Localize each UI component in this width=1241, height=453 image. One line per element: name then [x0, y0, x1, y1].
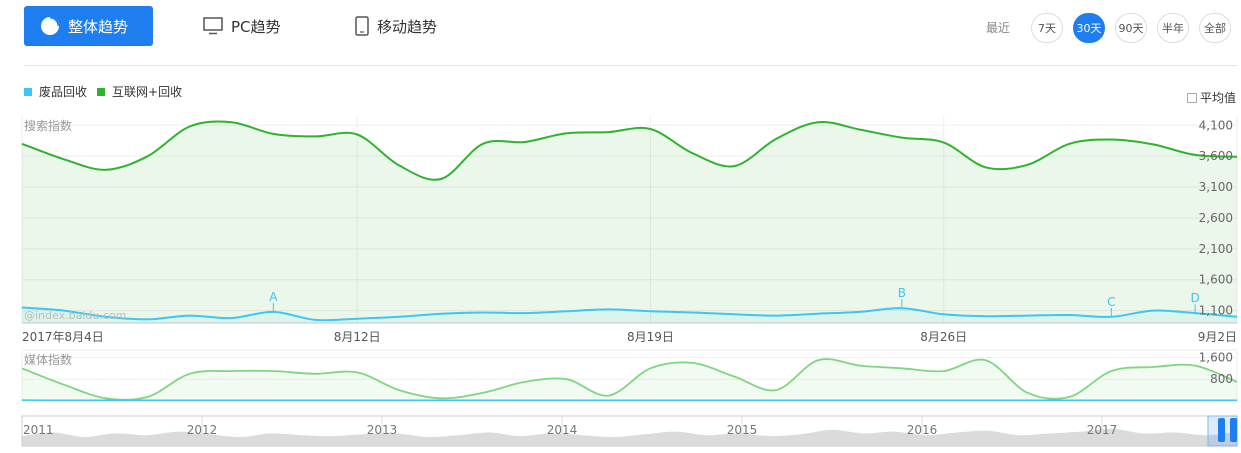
media-y-tick-label: 1,600	[1199, 350, 1233, 364]
x-tick-label: 2017年8月4日	[22, 330, 104, 344]
navigator-area	[22, 428, 1237, 446]
search-index-chart: 1,100 1,600 2,100 2,600 3,100 3,600 4,100 2017…	[21, 116, 1238, 447]
y-tick-label: 2,600	[1199, 211, 1233, 225]
navigator-handle[interactable]	[1218, 418, 1225, 442]
series-line-waste-recycle[interactable]	[21, 306, 1238, 322]
media-line-internet-recycle	[21, 358, 1238, 401]
legend-label: 废品回收	[39, 85, 88, 99]
navigator-year-label: 2011	[23, 423, 54, 437]
navigator-handle[interactable]	[1230, 418, 1237, 442]
navigator-year-label: 2015	[727, 423, 758, 437]
navigator-year-label: 2016	[907, 423, 938, 437]
series-area-waste-recycle	[22, 307, 1237, 323]
navigator-year-label: 2014	[547, 423, 578, 437]
annotation-label[interactable]: B	[898, 286, 906, 300]
tab-pc[interactable]: PC趋势	[203, 6, 281, 46]
series-area-internet-recycle	[22, 121, 1237, 323]
legend-swatch	[24, 87, 32, 96]
x-tick-label: 8月26日	[920, 330, 967, 344]
range-all-button[interactable]: 全部	[1199, 13, 1231, 43]
annotation-label[interactable]: D	[1190, 291, 1199, 305]
monitor-icon	[203, 17, 223, 35]
y-tick-label: 1,600	[1199, 273, 1233, 287]
annotation-label[interactable]: C	[1107, 295, 1115, 309]
x-tick-label: 9月2日	[1198, 330, 1237, 344]
media-y-tick-label: 800	[1210, 372, 1233, 386]
legend: 废品回收 互联网+回收	[24, 83, 192, 100]
x-tick-label: 8月19日	[627, 330, 674, 344]
average-toggle[interactable]: 平均值	[1187, 89, 1236, 106]
tab-overall[interactable]: 整体趋势	[24, 6, 153, 46]
range-label: 最近	[986, 21, 1011, 35]
media-area-internet-recycle	[22, 359, 1237, 401]
main-plot-bg	[22, 116, 1237, 323]
tab-mobile[interactable]: 移动趋势	[355, 6, 437, 46]
tab-overall-label: 整体趋势	[68, 17, 129, 36]
series-line-internet-recycle[interactable]	[21, 120, 1238, 181]
phone-icon	[355, 16, 369, 36]
y-tick-label: 4,100	[1199, 118, 1233, 132]
watermark: @index.baidu.com	[24, 309, 126, 322]
y-tick-label: 2,100	[1199, 242, 1233, 256]
tab-mobile-label: 移动趋势	[377, 17, 438, 36]
tab-pc-label: PC趋势	[231, 17, 281, 36]
divider	[24, 65, 1237, 66]
navigator-year-label: 2017	[1087, 423, 1118, 437]
range-half-year-button[interactable]: 半年	[1157, 13, 1189, 43]
annotation-label[interactable]: A	[269, 290, 278, 304]
pie-chart-icon	[41, 17, 59, 35]
range-7d-button[interactable]: 7天	[1031, 13, 1063, 43]
navigator-year-label: 2012	[187, 423, 218, 437]
legend-swatch	[97, 87, 106, 96]
average-label: 平均值	[1200, 91, 1237, 105]
legend-item-series1[interactable]: 废品回收	[24, 83, 87, 100]
y-tick-label: 1,100	[1199, 304, 1233, 318]
media-plot-bg	[21, 349, 1238, 402]
legend-item-series2[interactable]: 互联网+回收	[97, 83, 182, 100]
range-30d-button[interactable]: 30天	[1073, 13, 1105, 43]
media-index-title: 媒体指数	[24, 352, 72, 367]
tab-bar: 整体趋势 PC趋势 移动趋势 最近 7天 30天 90天 半年 全部	[0, 0, 1241, 66]
range-90d-button[interactable]: 90天	[1115, 13, 1147, 43]
average-checkbox[interactable]	[1187, 92, 1197, 103]
x-tick-label: 8月12日	[334, 330, 381, 344]
y-tick-label: 3,600	[1199, 149, 1233, 163]
y-tick-label: 3,100	[1199, 180, 1233, 194]
navigator-year-label: 2013	[367, 423, 398, 437]
legend-label: 互联网+回收	[112, 85, 183, 99]
search-index-title: 搜索指数	[24, 118, 72, 133]
